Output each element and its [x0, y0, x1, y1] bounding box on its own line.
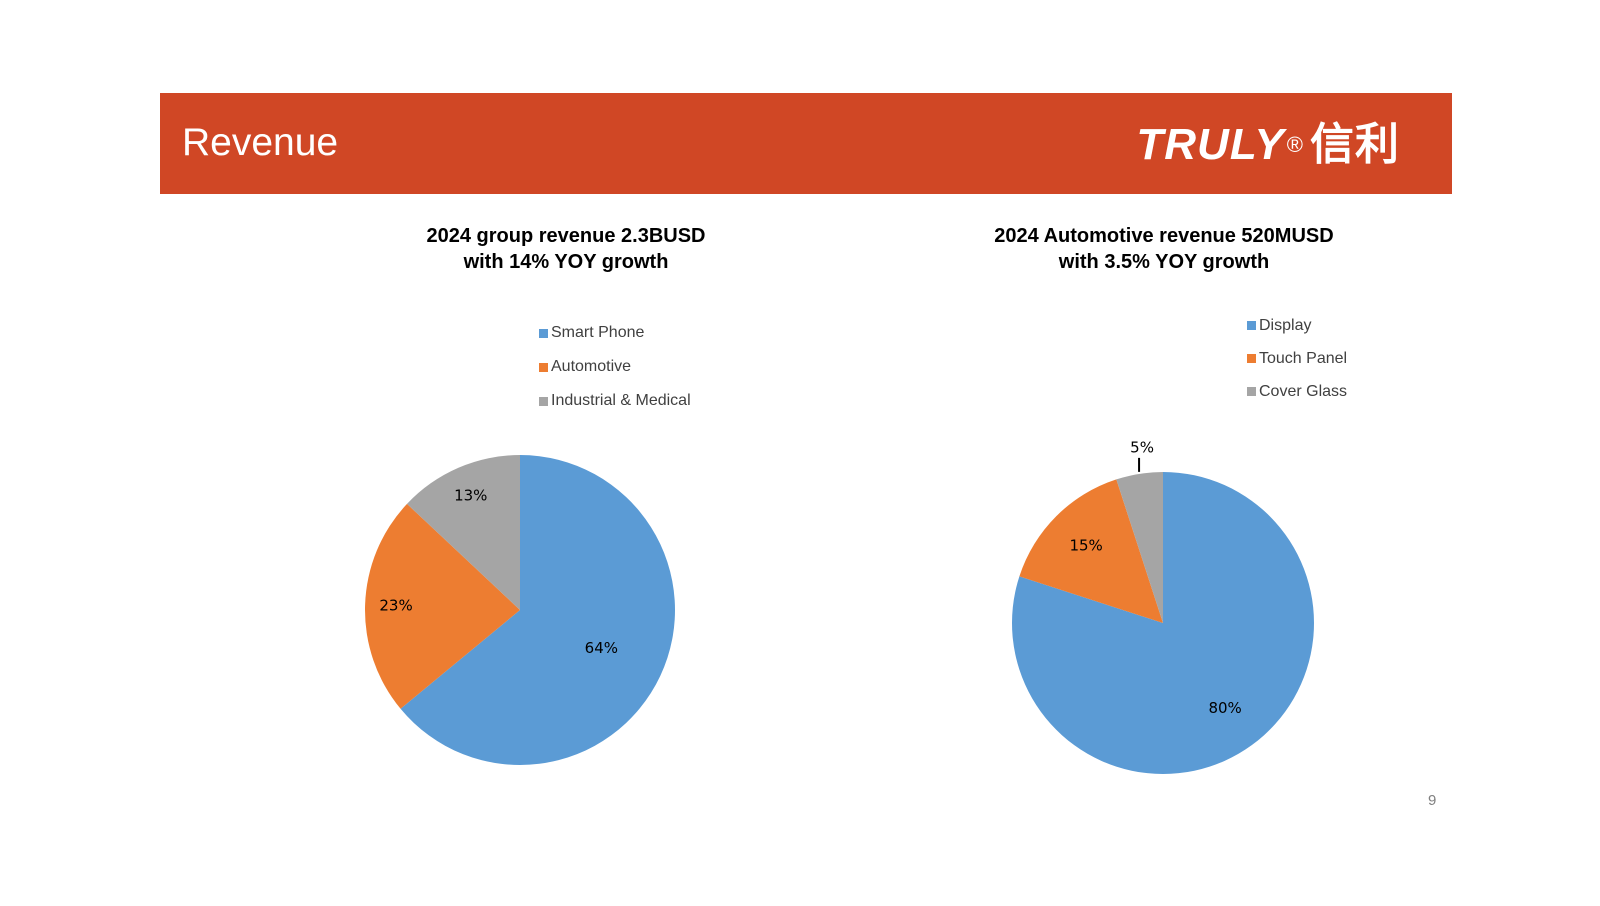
chart-1-title: 2024 group revenue 2.3BUSD with 14% YOY … — [306, 223, 826, 275]
legend-swatch-smart-phone — [539, 328, 548, 338]
legend-swatch-automotive — [539, 362, 548, 372]
data-label-smart-phone: 64% — [585, 639, 618, 657]
legend-label-smart-phone: Smart Phone — [551, 324, 645, 341]
data-label-industrial-medical: 13% — [454, 487, 487, 505]
legend-item-smart-phone: Smart Phone — [539, 316, 691, 350]
legend-swatch-touch-panel — [1247, 354, 1256, 363]
chart-2-legend: Display Touch Panel Cover Glass — [1247, 309, 1347, 408]
legend-label-automotive: Automotive — [551, 358, 632, 375]
logo-chinese-text: 信利 — [1310, 119, 1400, 170]
data-label-cover-glass: 5% — [1130, 438, 1154, 456]
registered-mark: ® — [1286, 132, 1304, 157]
chart-2-title-line1: 2024 Automotive revenue 520MUSD — [994, 225, 1334, 247]
legend-item-display: Display — [1247, 309, 1347, 342]
chart-2-title-line2: with 3.5% YOY growth — [1058, 251, 1270, 273]
data-label-display: 80% — [1208, 699, 1241, 717]
page-number: 9 — [1428, 792, 1437, 809]
legend-item-automotive: Automotive — [539, 350, 691, 384]
truly-logo: TRULY® 信利 — [1136, 120, 1400, 170]
chart-1-title-line2: with 14% YOY growth — [463, 251, 669, 273]
chart-2-pie: 80% 15% 5% — [1012, 438, 1314, 774]
legend-label-touch-panel: Touch Panel — [1259, 349, 1348, 367]
legend-label-industrial-medical: Industrial & Medical — [551, 392, 691, 409]
chart-1-title-line1: 2024 group revenue 2.3BUSD — [426, 225, 706, 247]
pie-slice-touch-panel — [1019, 479, 1163, 623]
pie-slice-industrial-medical — [407, 455, 520, 610]
legend-item-cover-glass: Cover Glass — [1247, 375, 1347, 408]
data-label-touch-panel: 15% — [1069, 537, 1102, 555]
legend-swatch-industrial-medical — [539, 396, 548, 406]
logo-text: TRULY — [1136, 120, 1285, 169]
legend-item-touch-panel: Touch Panel — [1247, 342, 1347, 375]
legend-swatch-display — [1247, 321, 1256, 330]
pie-slice-smart-phone — [400, 455, 675, 765]
chart-1-legend: Smart Phone Automotive Industrial & Medi… — [539, 316, 691, 418]
pie-slice-cover-glass — [1116, 472, 1163, 623]
chart-1-pie: 64% 23% 13% — [365, 455, 675, 765]
slide-header: Revenue TRULY® 信利 — [160, 93, 1452, 194]
data-label-automotive: 23% — [379, 597, 412, 615]
pie-slice-automotive — [365, 503, 520, 709]
legend-item-industrial-medical: Industrial & Medical — [539, 384, 691, 418]
legend-label-cover-glass: Cover Glass — [1259, 382, 1348, 400]
legend-swatch-cover-glass — [1247, 387, 1256, 396]
legend-label-display: Display — [1259, 316, 1312, 334]
slide-title: Revenue — [182, 121, 339, 164]
chart-2-title: 2024 Automotive revenue 520MUSD with 3.5… — [904, 223, 1424, 275]
